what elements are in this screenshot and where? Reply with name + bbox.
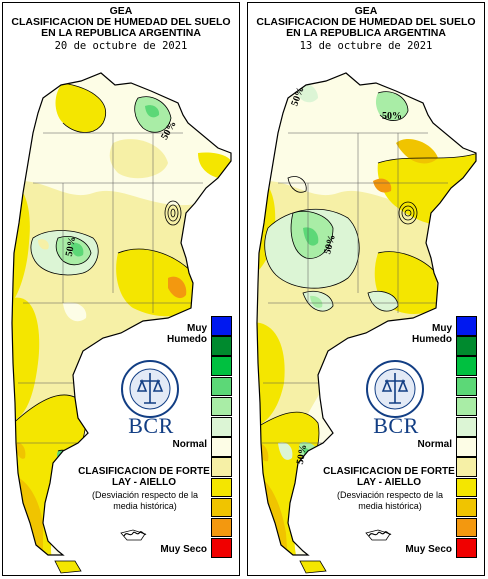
legend-label-muy-seco: Muy Seco	[160, 544, 207, 555]
legend-swatch	[456, 437, 477, 457]
bolsa-de-comercio-de-rosario-seal-icon	[366, 360, 424, 418]
map-title-line1: CLASIFICACION DE HUMEDAD DEL SUELO	[11, 16, 231, 28]
map-date: 20 de octubre de 2021	[54, 40, 188, 52]
legend-swatch	[456, 497, 477, 518]
map-date: 13 de octubre de 2021	[299, 40, 433, 52]
gea-label: GEA	[354, 5, 378, 17]
signature-icon	[368, 531, 392, 537]
legend-swatch	[211, 517, 232, 538]
classification-subtitle: (Desviación respecto de la media históri…	[91, 490, 199, 511]
bcr-logo-text: BCR	[128, 413, 174, 438]
classification-title: CLASIFICACION DE FORTE LAY - AIELLO	[78, 466, 210, 488]
legend-swatch	[456, 517, 477, 538]
classification-subtitle: (Desviación respecto de la media históri…	[336, 490, 444, 511]
argentina-outline	[11, 72, 232, 556]
classification-title: CLASIFICACION DE FORTE LAY - AIELLO	[323, 466, 455, 488]
legend-swatch	[456, 336, 477, 356]
legend-swatch	[211, 437, 232, 457]
map-title-line1: CLASIFICACION DE HUMEDAD DEL SUELO	[256, 16, 476, 28]
legend-swatch	[211, 356, 232, 376]
map-title-line2: EN LA REPUBLICA ARGENTINA	[41, 27, 201, 39]
bcr-logo-text: BCR	[373, 413, 419, 438]
bolsa-de-comercio-de-rosario-seal-icon	[121, 360, 179, 418]
legend-swatch	[456, 538, 477, 558]
legend-label-normal: Normal	[417, 439, 452, 450]
legend-swatch	[211, 316, 232, 336]
map-panel-oct-13: GEA CLASIFICACION DE HUMEDAD DEL SUELO E…	[247, 2, 485, 576]
legend-swatch	[211, 497, 232, 518]
legend-swatch	[456, 316, 477, 336]
legend-swatch	[456, 376, 477, 397]
legend-swatch	[211, 477, 232, 498]
legend-swatch	[456, 416, 477, 437]
legend-swatch	[211, 336, 232, 356]
malvinas-islands	[365, 529, 391, 541]
legend-swatch	[211, 457, 232, 477]
map-title-line2: EN LA REPUBLICA ARGENTINA	[286, 27, 446, 39]
map-panel-oct-20: GEA CLASIFICACION DE HUMEDAD DEL SUELO E…	[2, 2, 240, 576]
legend-label-muy-seco: Muy Seco	[405, 544, 452, 555]
malvinas-islands	[120, 529, 146, 541]
legend-label-muy-humedo: Muy Humedo	[412, 323, 452, 345]
legend-label-muy-humedo: Muy Humedo	[167, 323, 207, 345]
legend-swatch	[211, 396, 232, 417]
legend-label-normal: Normal	[172, 439, 207, 450]
argentina-soil-moisture-map	[11, 72, 232, 574]
legend-swatch	[211, 416, 232, 437]
moisture-legend	[211, 316, 232, 558]
legend-swatch	[211, 376, 232, 397]
moisture-legend	[456, 316, 477, 558]
argentina-outline	[256, 72, 477, 556]
legend-swatch	[456, 457, 477, 477]
legend-swatch	[211, 538, 232, 558]
legend-swatch	[456, 396, 477, 417]
signature-icon	[123, 531, 147, 537]
tierra-del-fuego	[299, 560, 327, 574]
legend-swatch	[456, 477, 477, 498]
tierra-del-fuego	[54, 560, 82, 574]
gea-label: GEA	[109, 5, 133, 17]
contour-label-50: 50%	[382, 111, 402, 122]
legend-swatch	[456, 356, 477, 376]
argentina-soil-moisture-map	[256, 72, 477, 574]
